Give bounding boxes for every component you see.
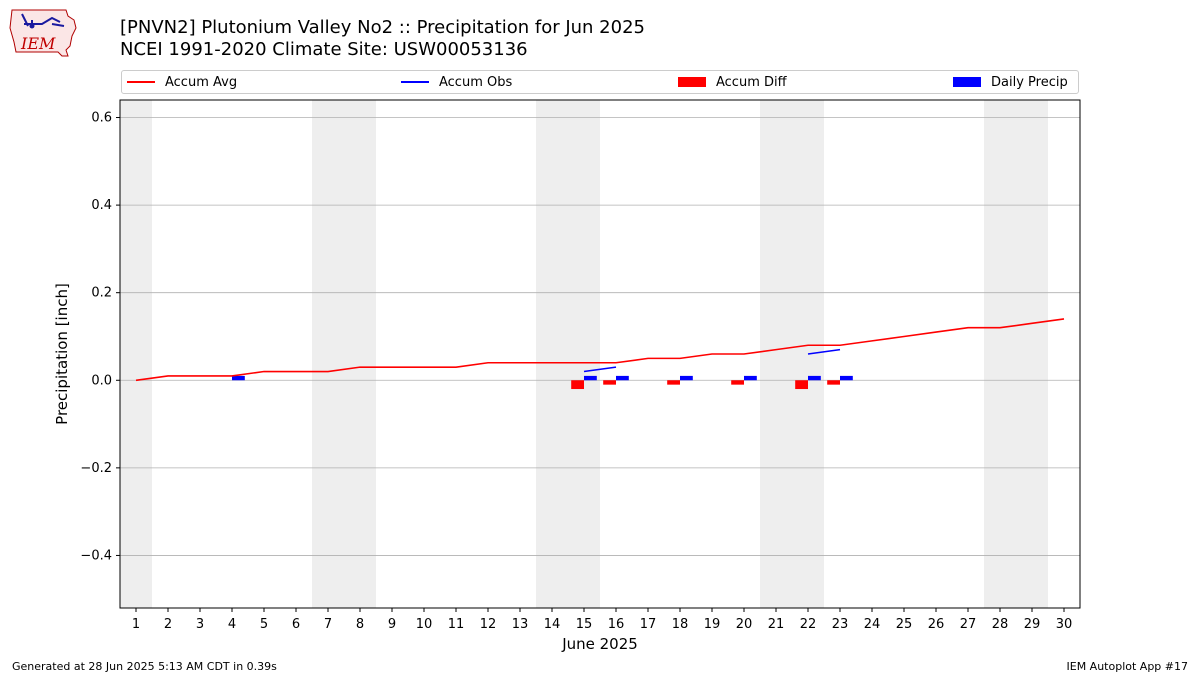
x-tick-label: 17 xyxy=(640,617,657,632)
legend-item-accum-avg: Accum Avg xyxy=(127,71,237,93)
x-tick-label: 26 xyxy=(928,617,945,632)
x-tick-label: 10 xyxy=(416,617,433,632)
generated-timestamp: Generated at 28 Jun 2025 5:13 AM CDT in … xyxy=(12,660,277,673)
x-tick-label: 29 xyxy=(1024,617,1041,632)
legend-item-accum-diff: Accum Diff xyxy=(678,71,787,93)
x-tick-label: 3 xyxy=(196,617,204,632)
x-tick-label: 14 xyxy=(544,617,561,632)
accum-diff-bar xyxy=(795,380,808,390)
chart-title: [PNVN2] Plutonium Valley No2 :: Precipit… xyxy=(120,17,645,38)
x-tick-label: 4 xyxy=(228,617,236,632)
x-axis-label: June 2025 xyxy=(561,635,638,653)
x-tick-label: 7 xyxy=(324,617,332,632)
x-tick-label: 6 xyxy=(292,617,300,632)
x-tick-label: 2 xyxy=(164,617,172,632)
accum-diff-bar xyxy=(731,380,744,385)
x-tick-label: 19 xyxy=(704,617,721,632)
daily-precip-bar xyxy=(616,375,629,381)
y-tick-label: 0.4 xyxy=(91,198,112,213)
accum-diff-bar xyxy=(667,380,680,385)
x-tick-label: 9 xyxy=(388,617,396,632)
weekend-shade xyxy=(536,100,600,608)
app-credit: IEM Autoplot App #17 xyxy=(1066,660,1189,673)
y-tick-label: −0.2 xyxy=(80,461,112,476)
x-tick-label: 15 xyxy=(576,617,593,632)
legend-item-daily-precip: Daily Precip xyxy=(953,71,1068,93)
iem-logo: IEM xyxy=(8,6,80,58)
x-tick-label: 12 xyxy=(480,617,497,632)
legend-label: Accum Obs xyxy=(439,74,513,90)
x-tick-label: 11 xyxy=(448,617,465,632)
daily-precip-bar xyxy=(680,375,693,381)
x-tick-label: 25 xyxy=(896,617,913,632)
x-tick-label: 22 xyxy=(800,617,817,632)
daily-precip-bar xyxy=(584,375,597,381)
accum-avg-line xyxy=(135,318,1065,382)
legend-swatch xyxy=(953,77,981,87)
x-tick-label: 27 xyxy=(960,617,977,632)
y-tick-label: 0.2 xyxy=(91,286,112,301)
chart-legend: Accum Avg Accum Obs Accum Diff Daily Pre… xyxy=(121,70,1079,94)
legend-label: Accum Avg xyxy=(165,74,238,90)
x-tick-label: 23 xyxy=(832,617,849,632)
legend-label: Accum Diff xyxy=(716,74,787,90)
x-tick-label: 8 xyxy=(356,617,364,632)
x-tick-label: 28 xyxy=(992,617,1009,632)
x-tick-label: 21 xyxy=(768,617,785,632)
weekend-shade xyxy=(984,100,1048,608)
y-tick-label: −0.4 xyxy=(80,548,112,563)
iowa-map-icon: IEM xyxy=(9,9,77,57)
y-tick-label: 0.0 xyxy=(91,373,112,388)
svg-text:IEM: IEM xyxy=(20,34,56,53)
accum-obs-line xyxy=(583,366,617,373)
accum-diff-bar xyxy=(571,380,584,390)
chart-subtitle: NCEI 1991-2020 Climate Site: USW00053136 xyxy=(120,39,528,60)
accum-diff-bar xyxy=(827,380,840,385)
x-tick-label: 18 xyxy=(672,617,689,632)
x-tick-label: 13 xyxy=(512,617,529,632)
legend-swatch xyxy=(401,81,429,83)
x-tick-label: 1 xyxy=(132,617,140,632)
x-tick-label: 30 xyxy=(1056,617,1073,632)
weekend-shade xyxy=(312,100,376,608)
daily-precip-bar xyxy=(840,375,853,381)
legend-swatch xyxy=(127,81,155,83)
accum-diff-bar xyxy=(603,380,616,385)
y-axis-label: Precipitation [inch] xyxy=(53,283,71,425)
daily-precip-bar xyxy=(744,375,757,381)
x-tick-label: 20 xyxy=(736,617,753,632)
x-tick-label: 5 xyxy=(260,617,268,632)
x-tick-label: 24 xyxy=(864,617,881,632)
y-tick-label: 0.6 xyxy=(91,111,112,126)
daily-precip-bar xyxy=(808,375,821,381)
legend-item-accum-obs: Accum Obs xyxy=(401,71,512,93)
accum-obs-line xyxy=(807,348,841,355)
plot-frame xyxy=(119,99,1081,609)
daily-precip-bar xyxy=(232,375,245,381)
weekend-shade xyxy=(120,100,152,608)
legend-label: Daily Precip xyxy=(991,74,1068,90)
legend-swatch xyxy=(678,77,706,87)
weekend-shade xyxy=(760,100,824,608)
x-tick-label: 16 xyxy=(608,617,625,632)
